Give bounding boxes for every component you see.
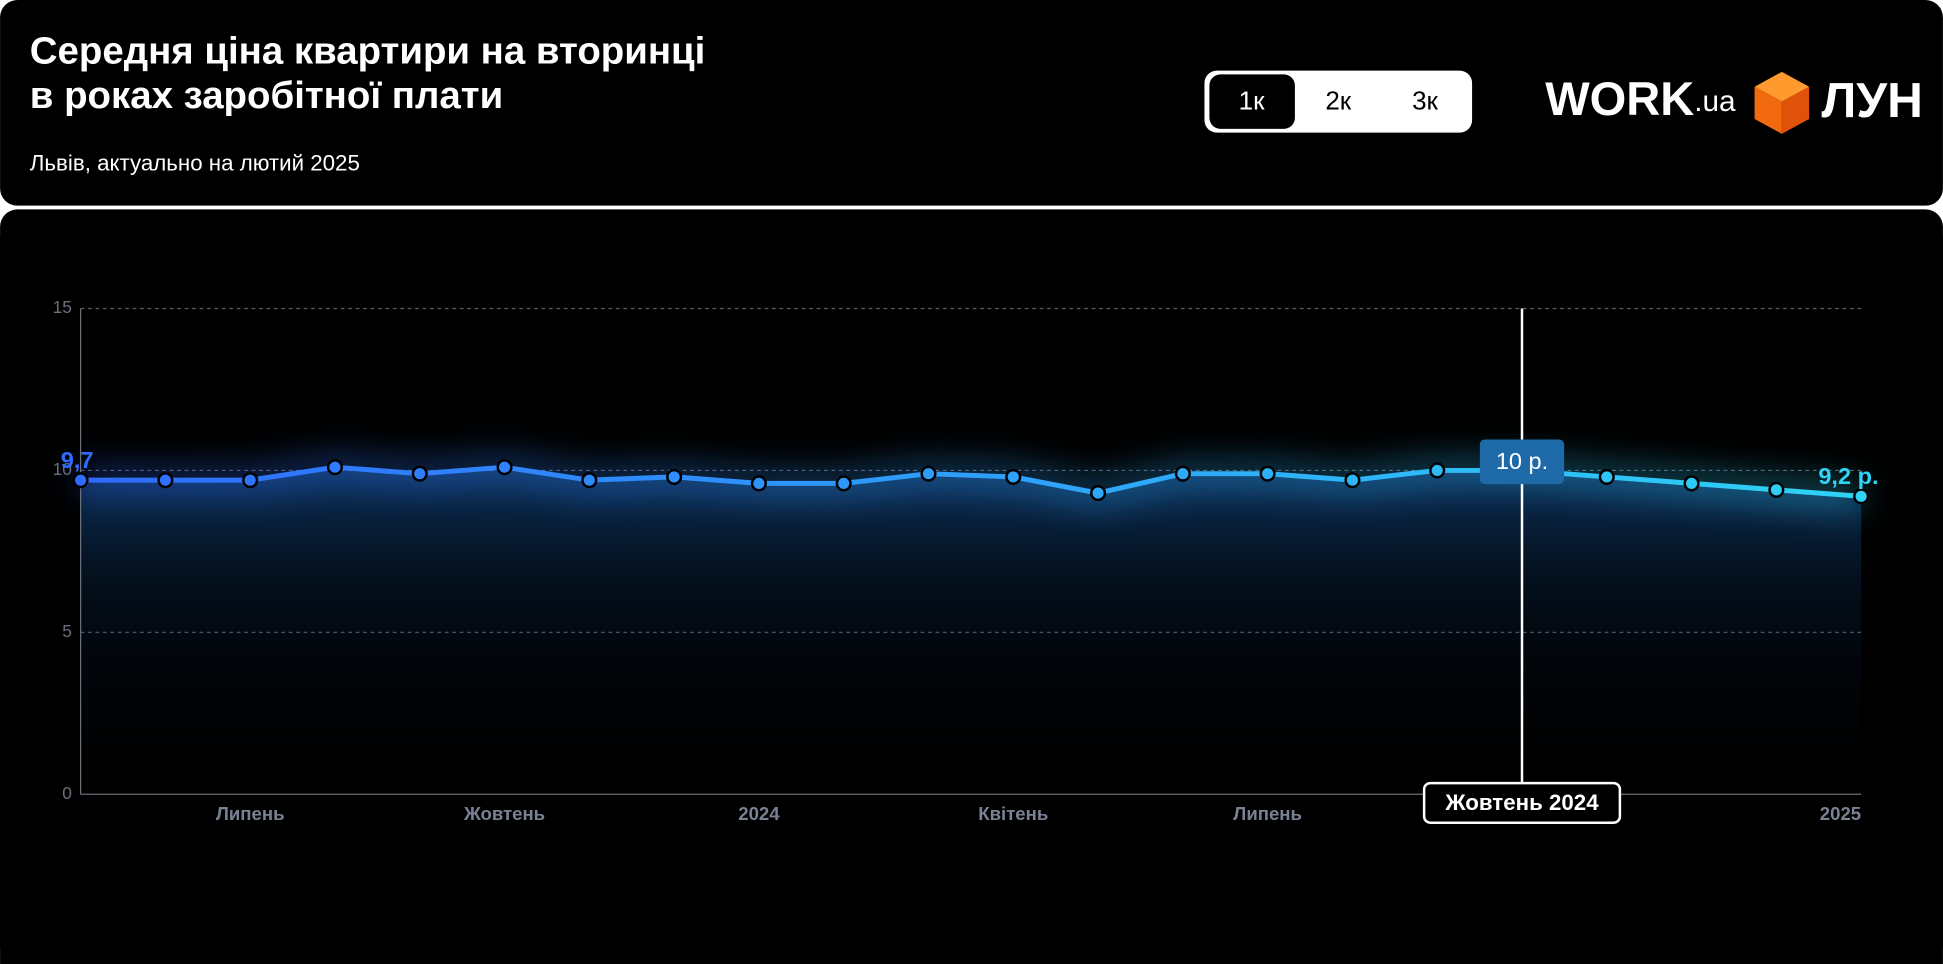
point	[1598, 468, 1615, 485]
subtitle: Львів, актуально на лютий 2025	[30, 151, 360, 176]
tab-selected[interactable]	[1209, 74, 1295, 129]
value-tooltip-box	[1479, 439, 1565, 485]
point	[72, 472, 89, 489]
point	[1429, 462, 1446, 479]
point	[1090, 485, 1107, 502]
point	[1259, 465, 1276, 482]
x-tick-label: Липень	[216, 803, 285, 824]
y-tick-label: 5	[62, 621, 72, 641]
y-tick-label: 15	[53, 297, 72, 317]
x-tick-label: 2025	[1820, 803, 1861, 824]
logo-lun: ЛУН	[1822, 72, 1923, 128]
point	[411, 465, 428, 482]
point	[1683, 475, 1700, 492]
title-line: в роках заробітної плати	[30, 74, 503, 117]
point	[750, 475, 767, 492]
point	[1174, 465, 1191, 482]
x-tick-label: Липень	[1233, 803, 1302, 824]
area	[80, 467, 1862, 795]
point	[1344, 472, 1361, 489]
y-tick-label: 10	[53, 459, 72, 479]
logo-text: .ua	[1694, 85, 1736, 118]
x-tick-label: 2024	[738, 803, 780, 824]
y-tick-label: 0	[62, 783, 72, 803]
point	[920, 465, 937, 482]
point	[1005, 468, 1022, 485]
line	[80, 464, 1862, 499]
point	[326, 459, 344, 476]
point	[242, 472, 259, 489]
x-tooltip-label: Жовтень 2024	[1444, 790, 1599, 815]
value-label: 9,7	[61, 447, 94, 473]
tab[interactable]: 2к	[1325, 86, 1351, 116]
x-tooltip-box	[1422, 781, 1622, 824]
point	[666, 468, 683, 485]
x-tick-label: Квітень	[978, 803, 1048, 824]
value-label: 9,2 р.	[1818, 463, 1878, 489]
title-line: Середня ціна квартири на вторинці	[30, 29, 706, 72]
point	[1768, 481, 1785, 498]
logo-work: WORK.ua	[1545, 72, 1736, 125]
point	[581, 472, 598, 489]
header-panel	[0, 0, 1943, 206]
point	[157, 472, 174, 489]
point	[1853, 488, 1870, 505]
logo-text: WORK	[1545, 72, 1694, 125]
x-tick-label: Жовтень	[463, 803, 545, 824]
point	[496, 459, 513, 476]
tab[interactable]: 1к	[1239, 86, 1265, 116]
point	[835, 475, 852, 492]
tab[interactable]: 3к	[1412, 86, 1438, 116]
value-tooltip-label: 10 р.	[1496, 448, 1548, 474]
